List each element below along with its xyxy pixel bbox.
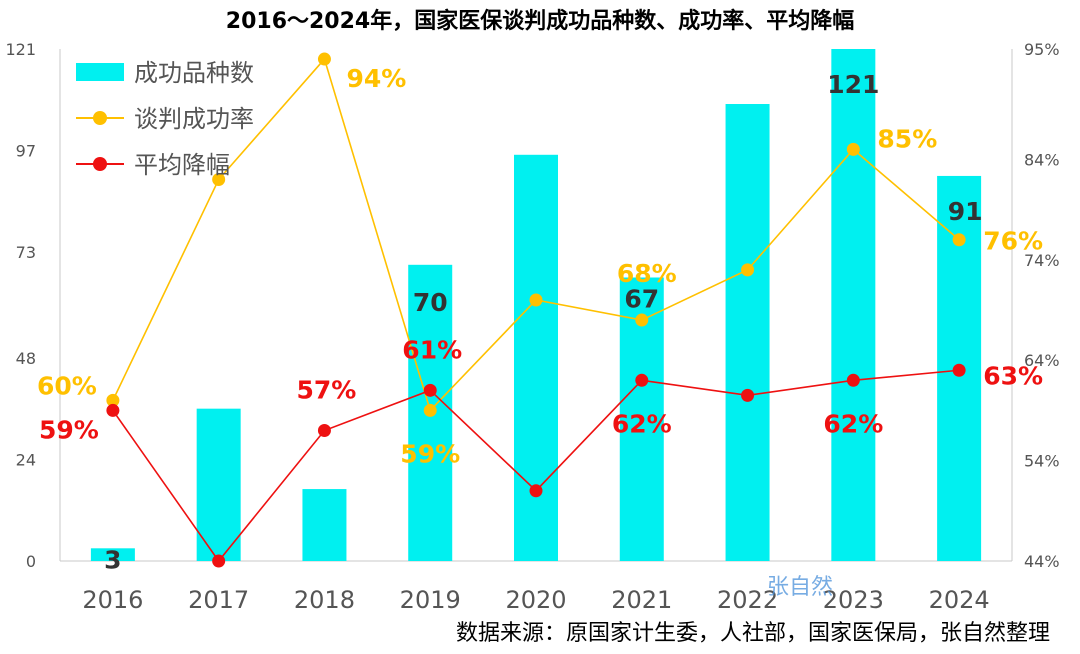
rate-data-label: 60%	[37, 371, 97, 400]
x-tick-label: 2019	[400, 586, 461, 614]
right-tick-label: 54%	[1024, 452, 1060, 471]
series-point	[741, 388, 755, 402]
cut-data-label: 59%	[39, 415, 99, 444]
series-point	[106, 403, 120, 417]
series-point	[846, 373, 860, 387]
series-point	[212, 173, 226, 187]
series-point	[423, 403, 437, 417]
series-point	[212, 554, 226, 568]
right-tick-label: 64%	[1024, 351, 1060, 370]
cut-data-label: 62%	[612, 409, 672, 438]
bar	[196, 408, 241, 561]
bar	[725, 104, 770, 561]
series-point	[529, 484, 543, 498]
x-tick-label: 2021	[611, 586, 672, 614]
watermark: 张自然	[767, 575, 833, 600]
rate-data-label: 68%	[617, 259, 677, 288]
bar-data-label: 3	[104, 545, 121, 574]
x-tick-label: 2024	[929, 586, 990, 614]
x-tick-label: 2016	[82, 586, 143, 614]
series-point	[741, 263, 755, 277]
series-point	[635, 373, 649, 387]
bar-data-label: 91	[948, 197, 983, 226]
rate-data-label: 94%	[347, 64, 407, 93]
left-tick-label: 121	[5, 40, 36, 59]
x-tick-label: 2017	[188, 586, 249, 614]
series-point	[846, 142, 860, 156]
x-tick-label: 2020	[505, 586, 566, 614]
legend-swatch-marker	[93, 111, 107, 125]
x-tick-label: 2018	[294, 586, 355, 614]
left-tick-label: 0	[26, 552, 36, 571]
cut-data-label: 61%	[402, 335, 462, 364]
left-tick-labels: 0 24 48 73 97 121	[5, 40, 36, 571]
right-tick-label: 74%	[1024, 251, 1060, 270]
series-point	[952, 363, 966, 377]
right-tick-label: 44%	[1024, 552, 1060, 571]
series-point	[106, 393, 120, 407]
data-labels: 3 70 67 121 91 60% 94% 59% 68% 85% 76% 59% 57% 61% 62%…	[37, 64, 1043, 574]
bar	[302, 489, 347, 561]
left-tick-label: 24	[16, 450, 36, 469]
series-point	[529, 293, 543, 307]
series-point	[423, 383, 437, 397]
legend-label: 平均降幅	[134, 151, 230, 179]
series-point	[952, 233, 966, 247]
line-series	[106, 52, 966, 568]
cut-data-label: 63%	[983, 361, 1043, 390]
series-point	[317, 423, 331, 437]
chart-title: 2016～2024年，国家医保谈判成功品种数、成功率、平均降幅	[226, 8, 854, 34]
cut-data-label: 57%	[297, 375, 357, 404]
rate-data-label: 59%	[400, 439, 460, 468]
x-tick-label: 2023	[823, 586, 884, 614]
bar-data-label: 67	[624, 284, 659, 313]
source-note: 数据来源：原国家计生委，人社部，国家医保局，张自然整理	[456, 621, 1050, 646]
x-tick-label: 2022	[717, 586, 778, 614]
bar-data-label: 70	[413, 288, 448, 317]
left-tick-label: 97	[16, 142, 36, 161]
bar	[831, 49, 876, 561]
right-tick-labels: 44% 54% 64% 74% 84% 95%	[1024, 40, 1060, 571]
legend-label: 谈判成功率	[134, 105, 254, 133]
legend-swatch-marker	[93, 157, 107, 171]
right-tick-label: 95%	[1024, 40, 1060, 59]
cut-data-label: 62%	[823, 409, 883, 438]
rate-data-label: 76%	[983, 227, 1043, 256]
bar	[514, 154, 558, 561]
x-tick-labels: 2016 2017 2018 2019 2020 2021 2022 2023 2024	[82, 586, 989, 614]
series-point	[317, 52, 331, 66]
bar-data-label: 121	[827, 70, 879, 99]
rate-data-label: 85%	[877, 124, 937, 153]
series-point	[635, 313, 649, 327]
legend-swatch-bar	[76, 63, 124, 81]
left-tick-label: 48	[16, 349, 36, 368]
legend-label: 成功品种数	[134, 59, 254, 87]
bar	[90, 548, 135, 561]
left-tick-label: 73	[16, 243, 36, 262]
right-tick-label: 84%	[1024, 150, 1060, 169]
bar-series	[90, 49, 982, 562]
